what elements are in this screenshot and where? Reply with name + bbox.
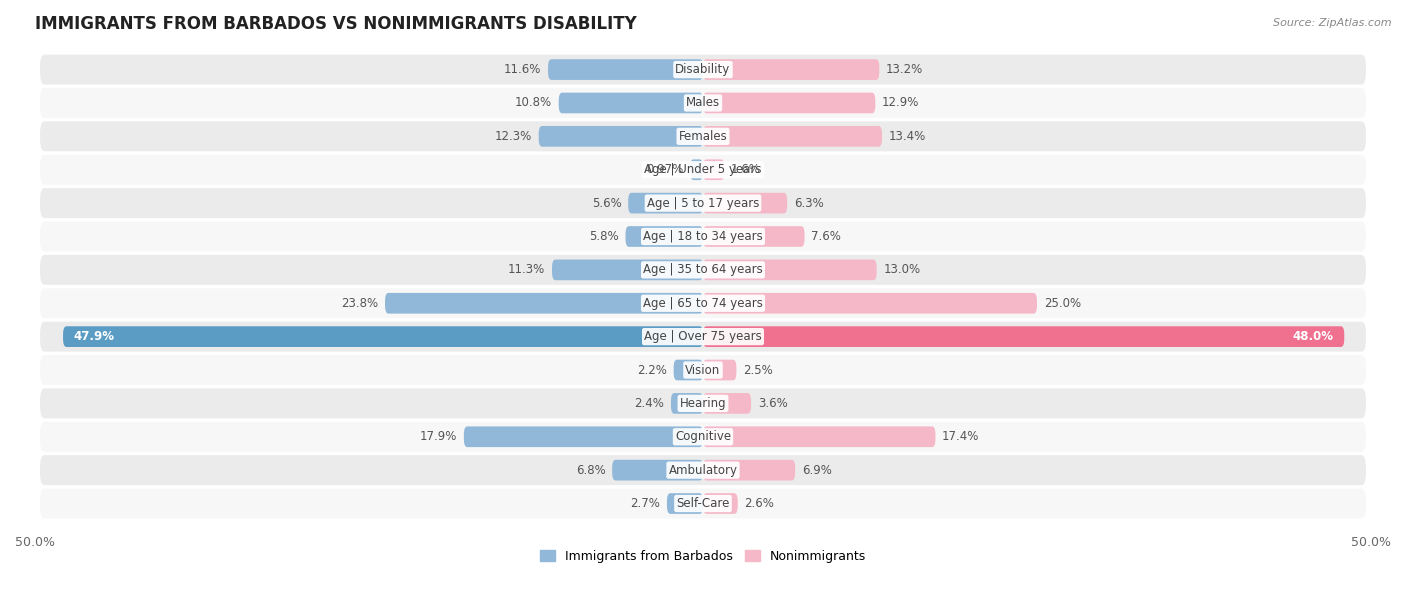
FancyBboxPatch shape bbox=[612, 460, 703, 480]
FancyBboxPatch shape bbox=[703, 293, 1038, 313]
Text: 2.5%: 2.5% bbox=[744, 364, 773, 376]
FancyBboxPatch shape bbox=[703, 259, 877, 280]
Text: 13.2%: 13.2% bbox=[886, 63, 924, 76]
FancyBboxPatch shape bbox=[673, 360, 703, 381]
FancyBboxPatch shape bbox=[39, 454, 1367, 486]
FancyBboxPatch shape bbox=[548, 59, 703, 80]
Text: Vision: Vision bbox=[685, 364, 721, 376]
Text: Age | Under 5 years: Age | Under 5 years bbox=[644, 163, 762, 176]
FancyBboxPatch shape bbox=[703, 360, 737, 381]
Text: 13.0%: 13.0% bbox=[883, 263, 921, 277]
Text: 5.8%: 5.8% bbox=[589, 230, 619, 243]
Text: 7.6%: 7.6% bbox=[811, 230, 841, 243]
Text: 0.97%: 0.97% bbox=[647, 163, 683, 176]
Text: 17.9%: 17.9% bbox=[420, 430, 457, 443]
Text: 2.4%: 2.4% bbox=[634, 397, 664, 410]
FancyBboxPatch shape bbox=[39, 287, 1367, 319]
Text: Age | 35 to 64 years: Age | 35 to 64 years bbox=[643, 263, 763, 277]
Text: Cognitive: Cognitive bbox=[675, 430, 731, 443]
FancyBboxPatch shape bbox=[703, 393, 751, 414]
Text: 3.6%: 3.6% bbox=[758, 397, 787, 410]
FancyBboxPatch shape bbox=[39, 321, 1367, 353]
FancyBboxPatch shape bbox=[558, 92, 703, 113]
FancyBboxPatch shape bbox=[39, 254, 1367, 286]
FancyBboxPatch shape bbox=[703, 460, 796, 480]
FancyBboxPatch shape bbox=[666, 493, 703, 514]
FancyBboxPatch shape bbox=[39, 121, 1367, 152]
Text: 12.9%: 12.9% bbox=[882, 97, 920, 110]
Text: 47.9%: 47.9% bbox=[73, 330, 115, 343]
Text: 6.8%: 6.8% bbox=[575, 464, 606, 477]
Text: Hearing: Hearing bbox=[679, 397, 727, 410]
FancyBboxPatch shape bbox=[39, 87, 1367, 119]
FancyBboxPatch shape bbox=[39, 387, 1367, 419]
Text: 10.8%: 10.8% bbox=[515, 97, 553, 110]
Text: 23.8%: 23.8% bbox=[342, 297, 378, 310]
Text: Age | Over 75 years: Age | Over 75 years bbox=[644, 330, 762, 343]
FancyBboxPatch shape bbox=[39, 54, 1367, 86]
Text: Source: ZipAtlas.com: Source: ZipAtlas.com bbox=[1274, 18, 1392, 28]
Text: 48.0%: 48.0% bbox=[1292, 330, 1334, 343]
FancyBboxPatch shape bbox=[628, 193, 703, 214]
FancyBboxPatch shape bbox=[703, 59, 879, 80]
Text: 12.3%: 12.3% bbox=[495, 130, 531, 143]
Text: Self-Care: Self-Care bbox=[676, 497, 730, 510]
FancyBboxPatch shape bbox=[703, 193, 787, 214]
FancyBboxPatch shape bbox=[703, 92, 876, 113]
Text: Males: Males bbox=[686, 97, 720, 110]
Text: 6.9%: 6.9% bbox=[801, 464, 832, 477]
Text: Age | 18 to 34 years: Age | 18 to 34 years bbox=[643, 230, 763, 243]
Text: Age | 5 to 17 years: Age | 5 to 17 years bbox=[647, 196, 759, 210]
FancyBboxPatch shape bbox=[671, 393, 703, 414]
Legend: Immigrants from Barbados, Nonimmigrants: Immigrants from Barbados, Nonimmigrants bbox=[534, 545, 872, 568]
FancyBboxPatch shape bbox=[703, 326, 1344, 347]
FancyBboxPatch shape bbox=[464, 427, 703, 447]
FancyBboxPatch shape bbox=[703, 427, 935, 447]
FancyBboxPatch shape bbox=[39, 421, 1367, 453]
Text: 6.3%: 6.3% bbox=[794, 196, 824, 210]
Text: Age | 65 to 74 years: Age | 65 to 74 years bbox=[643, 297, 763, 310]
Text: Females: Females bbox=[679, 130, 727, 143]
FancyBboxPatch shape bbox=[553, 259, 703, 280]
Text: 17.4%: 17.4% bbox=[942, 430, 980, 443]
FancyBboxPatch shape bbox=[39, 154, 1367, 186]
Text: 2.6%: 2.6% bbox=[744, 497, 775, 510]
FancyBboxPatch shape bbox=[39, 488, 1367, 520]
FancyBboxPatch shape bbox=[39, 187, 1367, 219]
Text: 2.2%: 2.2% bbox=[637, 364, 666, 376]
Text: 5.6%: 5.6% bbox=[592, 196, 621, 210]
FancyBboxPatch shape bbox=[690, 159, 703, 180]
FancyBboxPatch shape bbox=[63, 326, 703, 347]
Text: 11.6%: 11.6% bbox=[503, 63, 541, 76]
Text: Disability: Disability bbox=[675, 63, 731, 76]
FancyBboxPatch shape bbox=[703, 226, 804, 247]
Text: Ambulatory: Ambulatory bbox=[668, 464, 738, 477]
Text: 1.6%: 1.6% bbox=[731, 163, 761, 176]
FancyBboxPatch shape bbox=[703, 493, 738, 514]
FancyBboxPatch shape bbox=[703, 126, 882, 147]
Text: 25.0%: 25.0% bbox=[1043, 297, 1081, 310]
Text: IMMIGRANTS FROM BARBADOS VS NONIMMIGRANTS DISABILITY: IMMIGRANTS FROM BARBADOS VS NONIMMIGRANT… bbox=[35, 15, 637, 33]
FancyBboxPatch shape bbox=[538, 126, 703, 147]
FancyBboxPatch shape bbox=[39, 354, 1367, 386]
FancyBboxPatch shape bbox=[39, 220, 1367, 253]
Text: 2.7%: 2.7% bbox=[630, 497, 661, 510]
FancyBboxPatch shape bbox=[703, 159, 724, 180]
Text: 11.3%: 11.3% bbox=[508, 263, 546, 277]
Text: 13.4%: 13.4% bbox=[889, 130, 927, 143]
FancyBboxPatch shape bbox=[385, 293, 703, 313]
FancyBboxPatch shape bbox=[626, 226, 703, 247]
